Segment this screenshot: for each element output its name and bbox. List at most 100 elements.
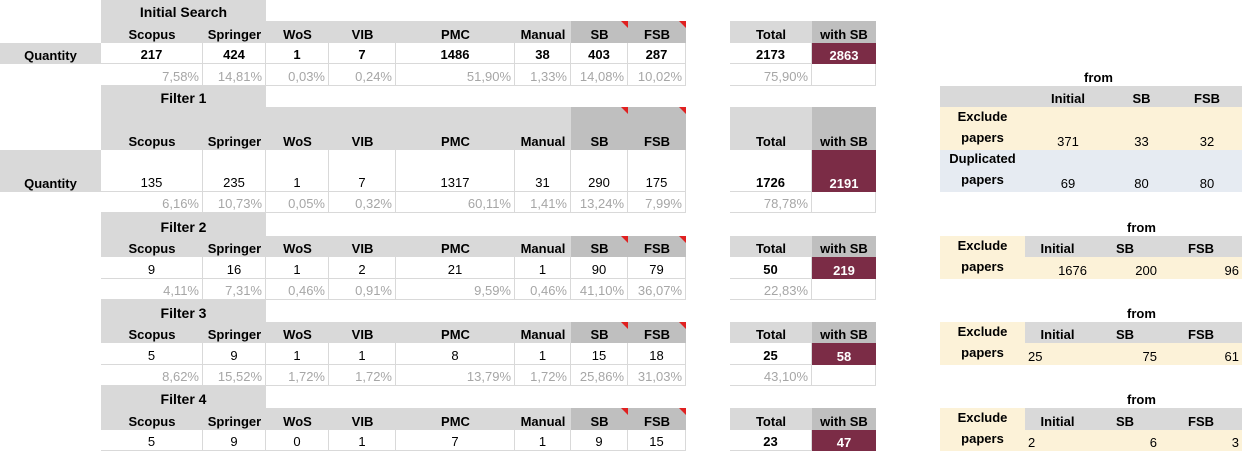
value-cell[interactable]: 5: [101, 343, 203, 365]
value-cell[interactable]: 1: [266, 343, 329, 365]
value-cell[interactable]: 9: [101, 257, 203, 279]
value-cell[interactable]: 16: [203, 257, 266, 279]
value-cell[interactable]: 1: [266, 150, 329, 192]
exclude-value[interactable]: 75: [1090, 343, 1160, 365]
value-cell[interactable]: 175: [628, 150, 686, 192]
exclude-value[interactable]: 1676: [1025, 257, 1090, 279]
with-sb-value[interactable]: 2863: [812, 43, 876, 64]
value-cell[interactable]: 7: [396, 430, 515, 451]
value-cell[interactable]: 15: [628, 430, 686, 451]
exclude-value[interactable]: 33: [1111, 107, 1172, 150]
exclude-value[interactable]: 6: [1090, 430, 1160, 451]
value-cell[interactable]: 5: [101, 430, 203, 451]
percent-cell[interactable]: 0,91%: [329, 279, 396, 300]
exclude-value[interactable]: 371: [1025, 107, 1111, 150]
duplicated-value[interactable]: 80: [1172, 150, 1242, 192]
exclude-value[interactable]: 25: [1025, 343, 1090, 365]
value-cell[interactable]: 15: [571, 343, 628, 365]
percent-cell[interactable]: 1,72%: [329, 365, 396, 386]
value-cell[interactable]: 1: [266, 257, 329, 279]
value-cell[interactable]: 1: [266, 43, 329, 64]
total-value[interactable]: 1726: [730, 150, 812, 192]
total-percent[interactable]: 78,78%: [730, 192, 812, 213]
percent-cell[interactable]: 4,11%: [101, 279, 203, 300]
percent-cell[interactable]: 60,11%: [396, 192, 515, 213]
value-cell[interactable]: 1: [515, 257, 571, 279]
value-cell[interactable]: 21: [396, 257, 515, 279]
percent-cell[interactable]: 1,72%: [266, 365, 329, 386]
percent-cell[interactable]: 25,86%: [571, 365, 628, 386]
percent-cell[interactable]: 1,72%: [515, 365, 571, 386]
percent-cell[interactable]: 41,10%: [571, 279, 628, 300]
total-value[interactable]: 50: [730, 257, 812, 279]
percent-cell[interactable]: 13,24%: [571, 192, 628, 213]
value-cell[interactable]: 8: [396, 343, 515, 365]
value-cell[interactable]: 31: [515, 150, 571, 192]
exclude-value[interactable]: 96: [1160, 257, 1242, 279]
with-sb-value[interactable]: 47: [812, 430, 876, 451]
percent-cell[interactable]: 31,03%: [628, 365, 686, 386]
value-cell[interactable]: 403: [571, 43, 628, 64]
value-cell[interactable]: 9: [203, 430, 266, 451]
exclude-value[interactable]: 200: [1090, 257, 1160, 279]
value-cell[interactable]: 135: [101, 150, 203, 192]
empty-cell[interactable]: [812, 279, 876, 300]
value-cell[interactable]: 38: [515, 43, 571, 64]
total-percent[interactable]: 43,10%: [730, 365, 812, 386]
value-cell[interactable]: 424: [203, 43, 266, 64]
percent-cell[interactable]: 7,58%: [101, 64, 203, 86]
percent-cell[interactable]: 14,08%: [571, 64, 628, 86]
percent-cell[interactable]: 0,24%: [329, 64, 396, 86]
value-cell[interactable]: 1: [329, 343, 396, 365]
value-cell[interactable]: 1486: [396, 43, 515, 64]
percent-cell[interactable]: 8,62%: [101, 365, 203, 386]
with-sb-value[interactable]: 2191: [812, 150, 876, 192]
value-cell[interactable]: 1: [515, 430, 571, 451]
percent-cell[interactable]: 7,31%: [203, 279, 266, 300]
value-cell[interactable]: 290: [571, 150, 628, 192]
empty-cell[interactable]: [812, 365, 876, 386]
total-percent[interactable]: 75,90%: [730, 64, 812, 86]
value-cell[interactable]: 217: [101, 43, 203, 64]
percent-cell[interactable]: 1,33%: [515, 64, 571, 86]
value-cell[interactable]: 79: [628, 257, 686, 279]
percent-cell[interactable]: 51,90%: [396, 64, 515, 86]
total-value[interactable]: 23: [730, 430, 812, 451]
total-value[interactable]: 25: [730, 343, 812, 365]
value-cell[interactable]: 1: [515, 343, 571, 365]
empty-cell[interactable]: [812, 64, 876, 86]
value-cell[interactable]: 9: [203, 343, 266, 365]
value-cell[interactable]: 287: [628, 43, 686, 64]
percent-cell[interactable]: 6,16%: [101, 192, 203, 213]
value-cell[interactable]: 1317: [396, 150, 515, 192]
value-cell[interactable]: 235: [203, 150, 266, 192]
exclude-value[interactable]: 32: [1172, 107, 1242, 150]
total-value[interactable]: 2173: [730, 43, 812, 64]
percent-cell[interactable]: 0,05%: [266, 192, 329, 213]
percent-cell[interactable]: 9,59%: [396, 279, 515, 300]
duplicated-value[interactable]: 80: [1111, 150, 1172, 192]
with-sb-value[interactable]: 58: [812, 343, 876, 365]
exclude-value[interactable]: 61: [1160, 343, 1242, 365]
value-cell[interactable]: 7: [329, 43, 396, 64]
value-cell[interactable]: 90: [571, 257, 628, 279]
percent-cell[interactable]: 7,99%: [628, 192, 686, 213]
total-percent[interactable]: 22,83%: [730, 279, 812, 300]
percent-cell[interactable]: 15,52%: [203, 365, 266, 386]
value-cell[interactable]: 7: [329, 150, 396, 192]
percent-cell[interactable]: 13,79%: [396, 365, 515, 386]
percent-cell[interactable]: 0,32%: [329, 192, 396, 213]
duplicated-value[interactable]: 69: [1025, 150, 1111, 192]
percent-cell[interactable]: 10,02%: [628, 64, 686, 86]
value-cell[interactable]: 9: [571, 430, 628, 451]
empty-cell[interactable]: [812, 192, 876, 213]
percent-cell[interactable]: 0,46%: [515, 279, 571, 300]
exclude-value[interactable]: 3: [1160, 430, 1242, 451]
percent-cell[interactable]: 36,07%: [628, 279, 686, 300]
value-cell[interactable]: 1: [329, 430, 396, 451]
value-cell[interactable]: 2: [329, 257, 396, 279]
percent-cell[interactable]: 0,46%: [266, 279, 329, 300]
percent-cell[interactable]: 0,03%: [266, 64, 329, 86]
percent-cell[interactable]: 14,81%: [203, 64, 266, 86]
with-sb-value[interactable]: 219: [812, 257, 876, 279]
